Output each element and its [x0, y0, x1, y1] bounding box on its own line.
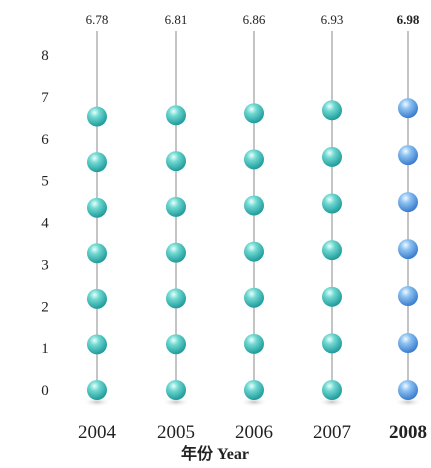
value-label: 6.98 [397, 12, 420, 27]
bead-column-2004 [83, 31, 111, 407]
bead [166, 105, 186, 126]
x-axis-title: 年份 Year [181, 444, 249, 463]
bead [322, 146, 342, 167]
y-tick-label: 1 [41, 341, 49, 357]
bead [87, 197, 107, 218]
bead [87, 334, 107, 355]
bead [398, 380, 418, 400]
bead [322, 193, 342, 214]
bead [87, 106, 107, 127]
bead [166, 334, 186, 355]
value-label: 6.86 [243, 12, 266, 27]
bead [322, 240, 342, 261]
bead [87, 288, 107, 309]
y-tick-label: 6 [41, 132, 49, 148]
bead [87, 243, 107, 264]
bead [244, 103, 264, 124]
bead [398, 98, 418, 119]
bead [244, 380, 264, 400]
bead-columns [83, 31, 422, 407]
y-axis-ticks: 0 1 2 3 4 5 6 7 8 [41, 48, 49, 399]
y-tick-label: 2 [41, 299, 49, 315]
bead-shadow [318, 397, 346, 407]
bead [398, 145, 418, 166]
bead-column-2006 [240, 31, 268, 407]
y-tick-label: 5 [41, 174, 49, 190]
value-labels: 6.78 6.81 6.86 6.93 6.98 [86, 12, 420, 27]
bead [322, 286, 342, 307]
bead [398, 239, 418, 260]
bead [87, 152, 107, 173]
bead [166, 242, 186, 263]
bead [87, 380, 107, 400]
y-tick-label: 3 [41, 257, 49, 273]
bead [244, 333, 264, 354]
y-tick-label: 4 [41, 216, 49, 232]
bead [322, 333, 342, 354]
value-label: 6.78 [86, 12, 109, 27]
bead [322, 100, 342, 121]
value-label: 6.81 [165, 12, 188, 27]
bead-column-2005 [162, 31, 190, 407]
bead [166, 196, 186, 217]
bead [244, 241, 264, 262]
bead-column-2008 [394, 31, 422, 407]
category-labels: 2004 2005 2006 2007 2008 [78, 422, 427, 443]
bead [398, 333, 418, 354]
bead [166, 380, 186, 400]
category-label: 2005 [157, 422, 195, 443]
bead [398, 192, 418, 213]
y-tick-label: 0 [41, 383, 49, 399]
bead [322, 380, 342, 400]
category-label: 2007 [313, 422, 351, 443]
bead-shadow [83, 397, 111, 407]
bead [166, 151, 186, 172]
bead [244, 149, 264, 170]
y-tick-label: 8 [41, 48, 49, 64]
bead-shadow [240, 397, 268, 407]
bead-shadow [394, 397, 422, 407]
bead [244, 287, 264, 308]
bead [166, 288, 186, 309]
category-label: 2008 [389, 422, 427, 443]
y-tick-label: 7 [41, 90, 49, 106]
bead-column-2007 [318, 31, 346, 407]
bead [398, 286, 418, 307]
category-label: 2004 [78, 422, 117, 443]
bead-shadow [162, 397, 190, 407]
bead [244, 195, 264, 216]
value-label: 6.93 [321, 12, 344, 27]
category-label: 2006 [235, 422, 273, 443]
